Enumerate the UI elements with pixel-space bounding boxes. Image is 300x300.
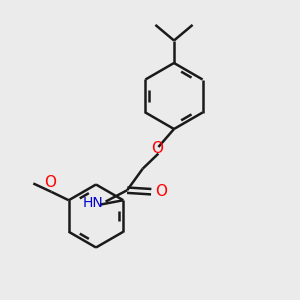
Text: HN: HN [82, 196, 103, 210]
Text: O: O [151, 141, 163, 156]
Text: O: O [155, 184, 167, 199]
Text: O: O [44, 175, 56, 190]
